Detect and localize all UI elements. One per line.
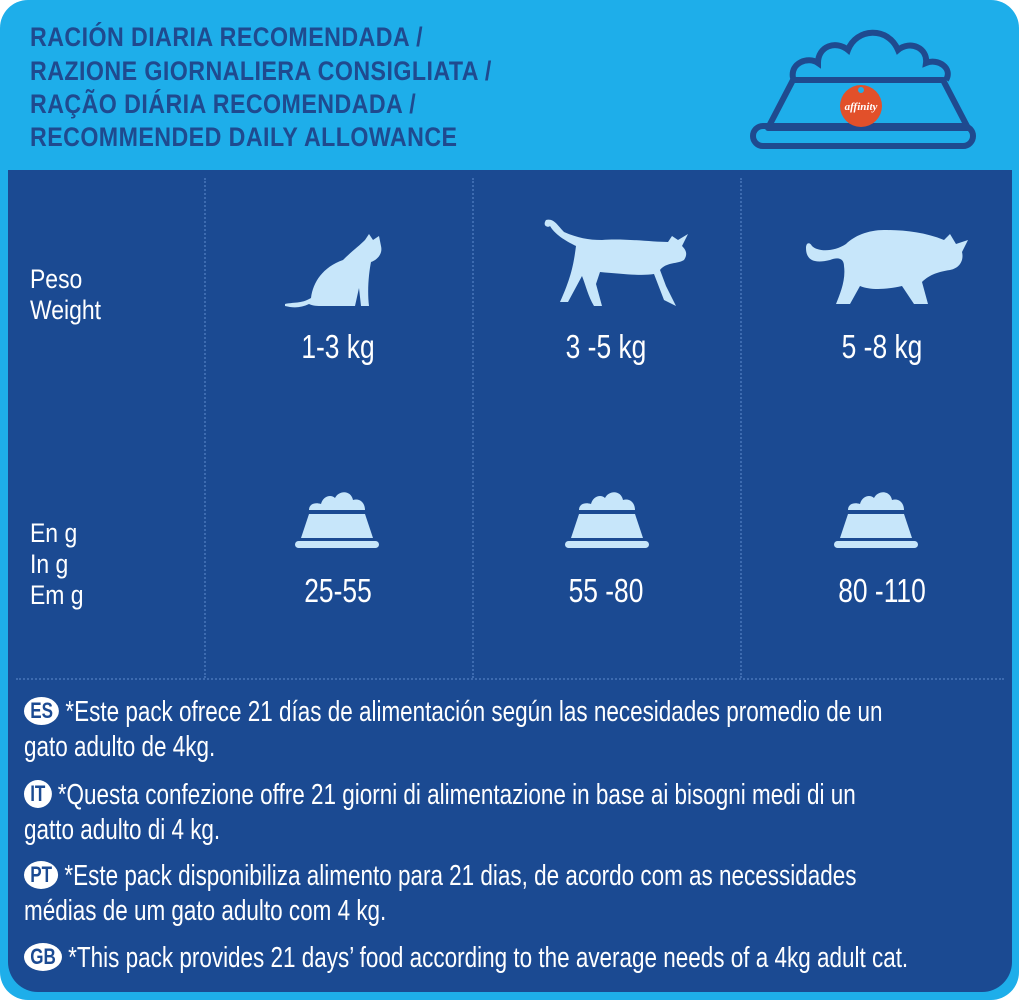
header-line-it: RAZIONE GIORNALIERA CONSIGLIATA / — [30, 56, 492, 86]
footnote-pt: PT *Este pack disponibiliza alimento para… — [24, 860, 856, 893]
header-line-es: RACIÓN DIARIA RECOMENDADA / — [30, 22, 424, 52]
footnote-es-cont: gato adulto de 4kg. — [24, 731, 216, 763]
small-cat-icon — [285, 234, 382, 308]
language-badge-pt: PT — [24, 861, 59, 889]
header-line-pt: RAÇÃO DIÁRIA RECOMENDADA / — [30, 89, 417, 119]
weight-label-gb: Weight — [30, 295, 102, 325]
footnote-text: *This pack provides 21 days’ food accord… — [68, 942, 909, 974]
divider — [472, 178, 474, 678]
weight-label-es: Peso — [30, 264, 83, 294]
language-badge-gb: GB — [24, 943, 62, 971]
food-bowl-icon — [834, 492, 918, 548]
divider — [740, 178, 742, 678]
food-bowl-icon: affinity — [750, 29, 976, 149]
footnote-it-cont: gatto adulto di 4 kg. — [24, 814, 221, 846]
medium-cat-icon — [544, 219, 688, 306]
grams-label: En g In g Em g — [30, 518, 84, 611]
weight-range-large: 5 -8 kg — [841, 328, 923, 365]
food-bowl-icon — [295, 492, 379, 548]
divider — [16, 678, 1004, 680]
footnote-gb: GB *This pack provides 21 days’ food acco… — [24, 942, 908, 975]
language-badge-es: ES — [24, 697, 60, 725]
weight-range-small: 1-3 kg — [301, 328, 375, 365]
grams-label-it: In g — [30, 549, 69, 579]
footnote-text: *Questa confezione offre 21 giorni di al… — [57, 779, 856, 811]
large-cat-icon — [806, 230, 968, 304]
grams-range-small: 25-55 — [304, 572, 372, 609]
footnote-it: IT *Questa confezione offre 21 giorni di … — [24, 779, 856, 812]
footnote-text: *Este pack ofrece 21 días de alimentació… — [65, 696, 883, 728]
affinity-logo: affinity — [845, 101, 878, 113]
food-bowl-icon — [565, 492, 649, 548]
allowance-panel: Peso Weight En g In g Em g 1-3 kg 3 -5 k… — [8, 170, 1012, 992]
weight-range-medium: 3 -5 kg — [565, 328, 647, 365]
grams-label-es: En g — [30, 518, 78, 548]
language-badge-it: IT — [24, 780, 52, 808]
footnote-es: ES *Este pack ofrece 21 días de alimentac… — [24, 696, 882, 729]
header-line-gb: RECOMMENDED DAILY ALLOWANCE — [30, 122, 458, 152]
footnote-pt-cont: médias de um gato adulto com 4 kg. — [24, 895, 387, 927]
grams-range-medium: 55 -80 — [568, 572, 644, 609]
weight-label: Peso Weight — [30, 264, 101, 326]
grams-label-pt: Em g — [30, 580, 84, 610]
grams-range-large: 80 -110 — [838, 572, 926, 609]
footnote-text: *Este pack disponibiliza alimento para 2… — [64, 860, 857, 892]
divider — [204, 178, 206, 678]
